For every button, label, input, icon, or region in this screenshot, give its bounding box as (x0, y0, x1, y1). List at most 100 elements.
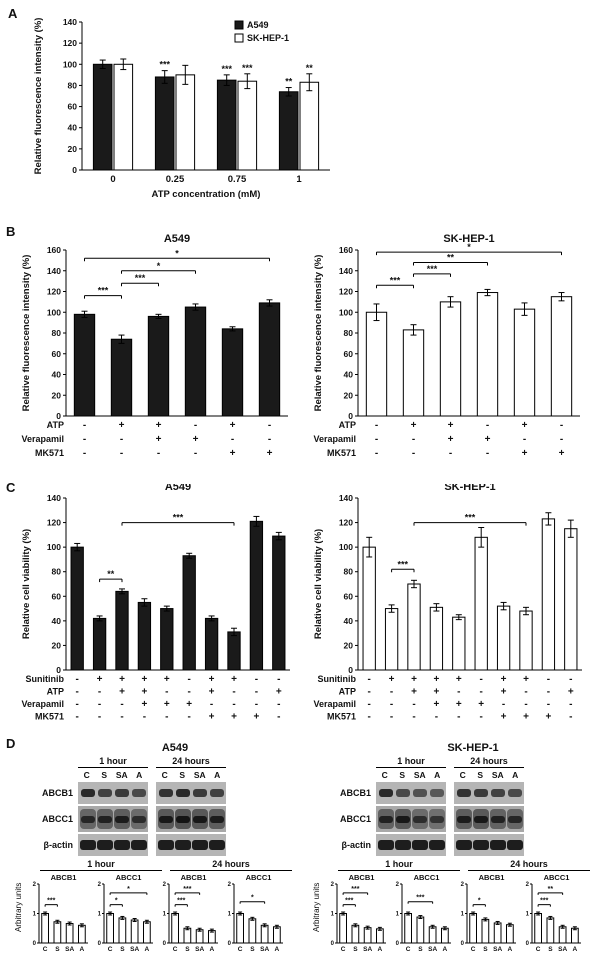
svg-text:-: - (569, 674, 572, 685)
svg-text:+: + (164, 699, 170, 710)
blot-group-a549: A549 1 hour 24 hours C S SA A C S SA A ABCB1 ABCC1 β… (14, 742, 302, 956)
lane-label: A (512, 770, 519, 780)
svg-text:-: - (375, 420, 378, 431)
svg-text:2: 2 (98, 882, 102, 888)
svg-text:2: 2 (33, 882, 37, 888)
svg-text:+: + (164, 674, 170, 685)
svg-text:C: C (108, 946, 113, 953)
svg-text:60: 60 (52, 349, 62, 359)
svg-text:+: + (545, 712, 551, 723)
svg-text:+: + (141, 699, 147, 710)
svg-text:ATP: ATP (339, 420, 356, 430)
svg-text:-: - (435, 712, 438, 723)
svg-text:100: 100 (47, 542, 61, 552)
svg-text:S: S (353, 946, 358, 953)
svg-text:***: *** (540, 898, 548, 905)
svg-text:1: 1 (98, 912, 102, 918)
svg-text:40: 40 (52, 616, 62, 626)
svg-text:***: *** (183, 886, 191, 893)
svg-text:ABCC1: ABCC1 (246, 873, 272, 882)
lane-label: C (459, 770, 466, 780)
svg-text:Relative fluorescence intensit: Relative fluorescence intensity (%) (33, 18, 44, 175)
svg-text:-: - (76, 699, 79, 710)
blot-row-label: β-actin (341, 840, 372, 850)
blot-row: β-actin (32, 834, 302, 856)
blot-image-1h (78, 806, 148, 832)
quant-header-1h: 1 hour (40, 859, 162, 871)
svg-text:S: S (418, 946, 423, 953)
svg-text:-: - (368, 699, 371, 710)
svg-text:-: - (98, 687, 101, 698)
svg-text:-: - (547, 674, 550, 685)
svg-text:+: + (559, 448, 565, 459)
svg-text:0: 0 (163, 941, 167, 947)
svg-text:+: + (523, 674, 529, 685)
svg-text:-: - (277, 674, 280, 685)
svg-text:Verapamil: Verapamil (313, 699, 356, 709)
svg-text:+: + (119, 687, 125, 698)
cell-line-title-skhep1: SK-HEP-1 (447, 742, 499, 754)
svg-text:-: - (83, 448, 86, 459)
lane-label: A (214, 770, 221, 780)
svg-text:***: *** (177, 898, 185, 905)
svg-text:+: + (389, 674, 395, 685)
svg-text:2: 2 (331, 882, 335, 888)
blot-image-1h (376, 782, 446, 804)
svg-text:-: - (560, 420, 563, 431)
svg-text:Verapamil: Verapamil (21, 699, 64, 709)
blot-image-1h (78, 782, 148, 804)
svg-text:**: ** (306, 63, 314, 73)
svg-text:***: *** (390, 275, 401, 285)
svg-text:-: - (480, 687, 483, 698)
svg-text:SA: SA (428, 946, 437, 953)
blot-time-header: 24 hours (156, 756, 226, 768)
svg-text:-: - (98, 699, 101, 710)
lane-label: SA (413, 770, 426, 780)
svg-text:0.25: 0.25 (166, 174, 185, 185)
svg-text:MK571: MK571 (35, 448, 64, 458)
blot-image-1h (376, 834, 446, 856)
svg-text:S: S (483, 946, 488, 953)
blot-time-header: 1 hour (78, 756, 148, 768)
svg-text:A: A (275, 946, 280, 953)
svg-text:-: - (165, 687, 168, 698)
lane-label: A (136, 770, 143, 780)
svg-text:C: C (43, 946, 48, 953)
svg-text:0: 0 (396, 941, 400, 947)
lane-labels: C S SA A (78, 770, 148, 780)
svg-text:-: - (390, 687, 393, 698)
svg-text:***: *** (173, 513, 184, 523)
svg-text:120: 120 (339, 287, 353, 297)
svg-text:A: A (210, 946, 215, 953)
panel-label-d: D (6, 736, 16, 751)
svg-text:-: - (83, 434, 86, 445)
svg-text:-: - (231, 434, 234, 445)
blot-row: ABCC1 (32, 806, 302, 832)
svg-text:+: + (156, 420, 162, 431)
svg-text:*: * (127, 886, 130, 893)
svg-text:-: - (120, 699, 123, 710)
svg-text:-: - (390, 712, 393, 723)
svg-text:SA: SA (260, 946, 269, 953)
arbitrary-units-label: Arbitrary units (14, 882, 23, 933)
svg-text:-: - (76, 674, 79, 685)
svg-text:SA: SA (130, 946, 139, 953)
svg-text:20: 20 (52, 390, 62, 400)
svg-text:-: - (268, 420, 271, 431)
svg-text:***: *** (398, 559, 409, 569)
svg-text:2: 2 (396, 882, 400, 888)
svg-text:-: - (277, 712, 280, 723)
svg-text:+: + (478, 699, 484, 710)
svg-text:-: - (76, 712, 79, 723)
svg-text:60: 60 (68, 102, 78, 112)
svg-text:+: + (448, 434, 454, 445)
arbitrary-units-label: Arbitrary units (312, 882, 321, 933)
svg-text:-: - (210, 699, 213, 710)
svg-text:S: S (185, 946, 190, 953)
svg-text:-: - (457, 687, 460, 698)
svg-text:***: *** (351, 886, 359, 893)
svg-text:0: 0 (98, 941, 102, 947)
svg-text:0: 0 (33, 941, 37, 947)
svg-text:-: - (120, 448, 123, 459)
svg-text:+: + (119, 420, 125, 431)
